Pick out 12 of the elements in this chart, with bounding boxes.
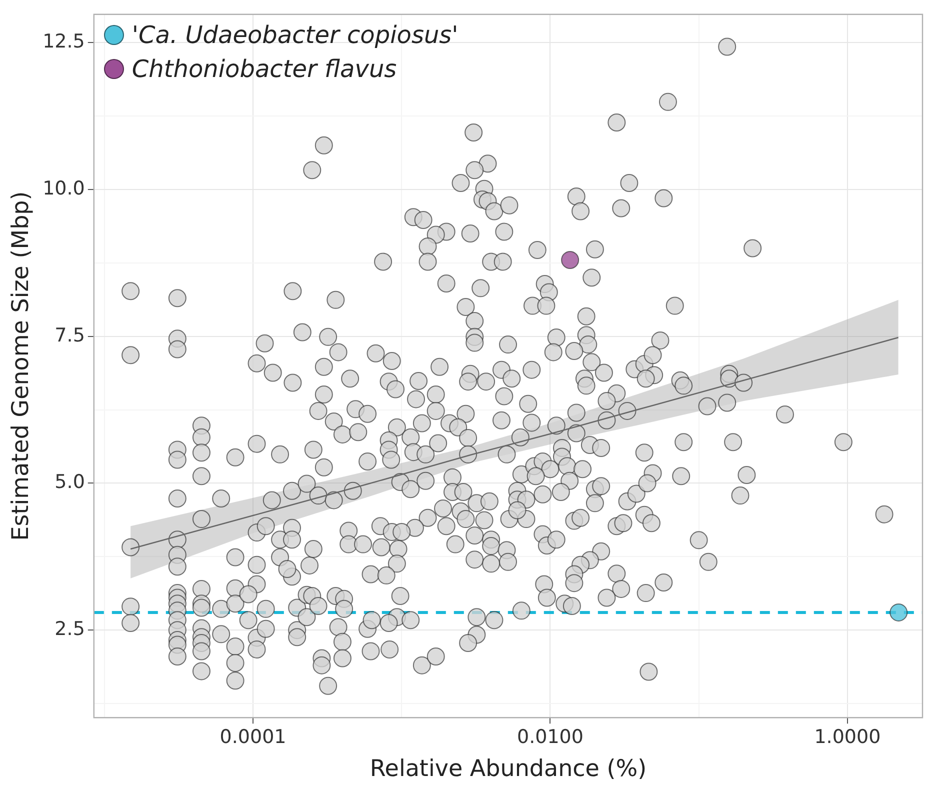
x-tick-label: 0.0001 <box>220 726 286 748</box>
x-tick-label: 0.0100 <box>516 726 584 748</box>
legend-label: Chthoniobacter flavus <box>132 54 397 86</box>
y-tick-label: 2.5 <box>54 618 85 640</box>
y-tick-label: 12.5 <box>42 30 85 53</box>
x-tick-label: 1.0000 <box>814 726 881 748</box>
y-tick-label: 5.0 <box>54 471 85 494</box>
y-tick-label: 10.0 <box>42 177 85 200</box>
y-axis-title: Estimated Genome Size (Mbp) <box>8 191 34 541</box>
legend-label: 'Ca. Udaeobacter copiosus' <box>132 20 458 52</box>
x-axis-title: Relative Abundance (%) <box>370 756 647 782</box>
y-tick-label: 7.5 <box>54 324 85 346</box>
